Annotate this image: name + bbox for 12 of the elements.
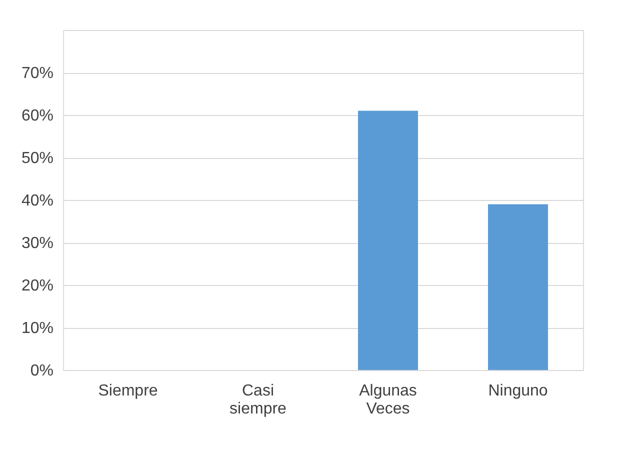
x-tick-label: Siempre [98, 382, 158, 400]
y-tick-label: 30% [21, 235, 54, 252]
x-tick-label: Algunas Veces [359, 382, 417, 418]
y-tick-label: 60% [21, 108, 54, 124]
y-tick-label: 40% [21, 192, 54, 210]
x-tick-label: Ninguno [488, 382, 548, 400]
y-tick-label: 20% [21, 278, 54, 294]
y-tick-label: 0% [30, 362, 54, 380]
y-tick-label: 10% [21, 320, 54, 337]
x-tick-label: Casi siempre [230, 382, 287, 418]
y-tick-label: 70% [21, 65, 54, 82]
y-tick-label: 50% [21, 150, 54, 167]
